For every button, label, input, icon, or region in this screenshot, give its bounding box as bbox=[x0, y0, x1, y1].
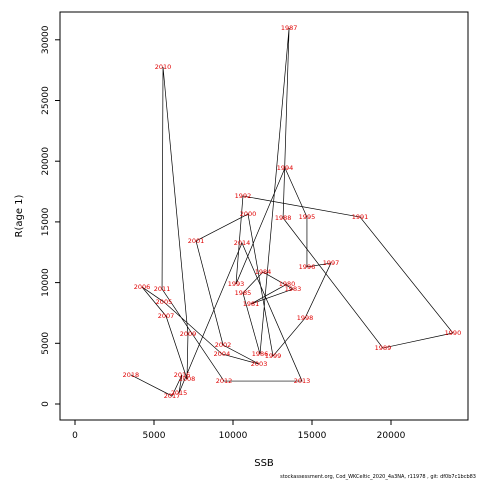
year-label: 1996 bbox=[299, 263, 316, 271]
y-tick-label: 10000 bbox=[41, 268, 51, 297]
y-tick-label: 0 bbox=[41, 401, 51, 407]
year-label: 1980 bbox=[279, 280, 296, 288]
year-label: 2015 bbox=[171, 389, 188, 397]
year-label: 1997 bbox=[323, 259, 340, 267]
year-label: 1988 bbox=[275, 214, 292, 222]
year-label: 1998 bbox=[297, 314, 314, 322]
x-tick-label: 5000 bbox=[143, 431, 166, 441]
year-label: 2014 bbox=[234, 239, 251, 247]
x-tick-label: 10000 bbox=[219, 431, 248, 441]
year-label: 2001 bbox=[188, 237, 205, 245]
x-tick-label: 15000 bbox=[298, 431, 327, 441]
year-label: 2008 bbox=[179, 375, 196, 383]
y-tick-label: 30000 bbox=[41, 25, 51, 54]
year-label: 1981 bbox=[243, 300, 260, 308]
year-label: 1999 bbox=[265, 352, 282, 360]
x-axis-label: SSB bbox=[254, 458, 274, 469]
year-label: 2007 bbox=[158, 312, 175, 320]
year-label: 1986 bbox=[252, 350, 269, 358]
year-label: 2011 bbox=[154, 285, 171, 293]
year-label: 2009 bbox=[180, 330, 197, 338]
year-label: 1990 bbox=[445, 329, 462, 337]
year-label: 2004 bbox=[214, 350, 231, 358]
year-label: 1983 bbox=[285, 285, 302, 293]
x-tick-label: 20000 bbox=[377, 431, 406, 441]
year-label: 1984 bbox=[255, 268, 272, 276]
year-label: 1993 bbox=[228, 280, 245, 288]
year-label: 2017 bbox=[164, 392, 181, 400]
y-axis-label: R(age 1) bbox=[14, 194, 25, 237]
year-label: 1987 bbox=[281, 24, 298, 32]
x-tick-label: 0 bbox=[72, 431, 78, 441]
year-label: 2003 bbox=[251, 360, 268, 368]
y-tick-label: 20000 bbox=[41, 147, 51, 176]
year-label: 2002 bbox=[215, 341, 232, 349]
year-label: 2016 bbox=[174, 371, 191, 379]
plot-frame bbox=[59, 11, 469, 421]
y-tick-label: 5000 bbox=[41, 332, 51, 355]
y-tick-label: 25000 bbox=[41, 86, 51, 115]
year-label: 1989 bbox=[375, 344, 392, 352]
year-label: 2013 bbox=[294, 377, 311, 385]
year-label: 2006 bbox=[134, 283, 151, 291]
year-label: 2000 bbox=[240, 210, 257, 218]
year-label: 2018 bbox=[123, 371, 140, 379]
trajectory-line bbox=[130, 27, 454, 397]
footer: stockassessment.org, Cod_WKCeltic_2020_4… bbox=[280, 474, 476, 480]
year-label: 2010 bbox=[155, 63, 172, 71]
year-label: 1995 bbox=[299, 213, 316, 221]
year-label: 1992 bbox=[235, 192, 252, 200]
y-tick-label: 15000 bbox=[41, 207, 51, 236]
year-label: 1985 bbox=[235, 289, 252, 297]
year-label: 2005 bbox=[156, 298, 173, 306]
year-label: 1994 bbox=[277, 164, 294, 172]
year-label: 2012 bbox=[216, 377, 233, 385]
year-label: 1991 bbox=[352, 213, 369, 221]
